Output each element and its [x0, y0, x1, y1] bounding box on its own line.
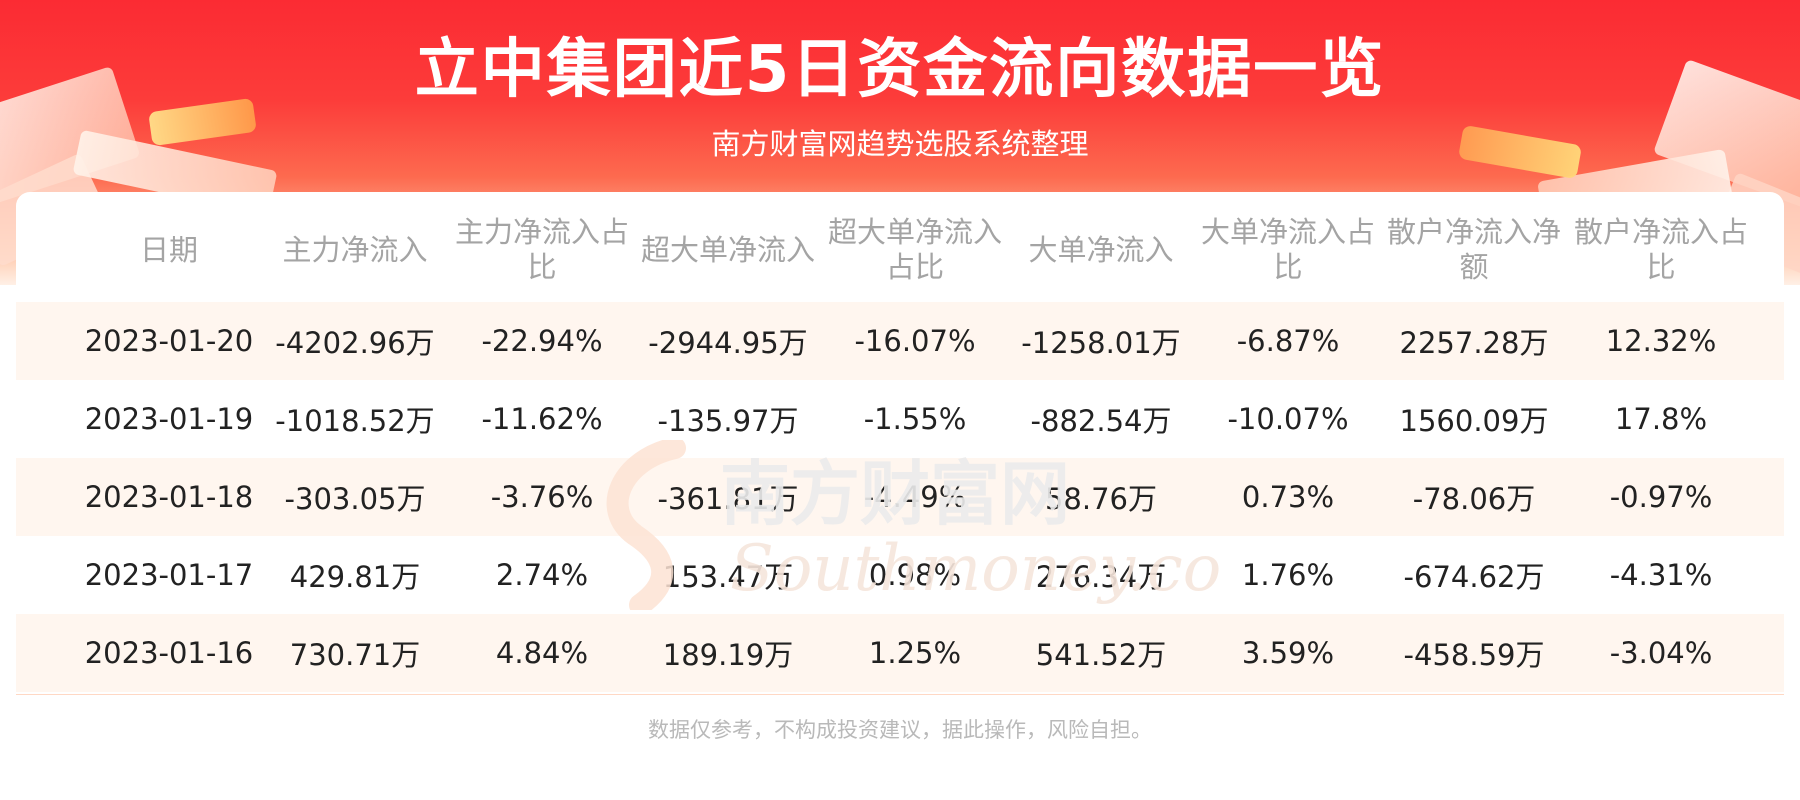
table-cell: 58.76万 [1044, 482, 1158, 516]
table-cell: -22.94% [481, 324, 603, 358]
table-cell: -303.05万 [284, 482, 426, 516]
table-cell: 3.59% [1241, 636, 1335, 670]
table-cell: -674.62万 [1403, 560, 1545, 594]
table-cell: 2023-01-19 [84, 402, 254, 436]
column-header-retail-ratio: 散户净流入占比 [1573, 215, 1748, 284]
column-header-main-ratio: 主力净流入占比 [454, 215, 629, 284]
table-cell: 429.81万 [289, 560, 421, 594]
table-cell: -4.49% [863, 480, 967, 514]
table-cell: 2023-01-16 [84, 636, 254, 670]
column-header-large-inflow: 大单净流入 [1028, 232, 1174, 267]
table-header: 日期 主力净流入 主力净流入占比 超大单净流入 超大单净流入占比 大单净流入 大… [16, 192, 1784, 302]
table-cell: -10.07% [1227, 402, 1349, 436]
table-cell: -3.76% [490, 480, 594, 514]
table-cell: 730.71万 [289, 638, 421, 672]
page-subtitle: 南方财富网趋势选股系统整理 [711, 127, 1089, 161]
table-cell: 153.47万 [662, 560, 794, 594]
table-cell: -0.97% [1609, 480, 1713, 514]
table-cell: 1560.09万 [1399, 404, 1549, 438]
column-header-xl-inflow: 超大单净流入 [640, 232, 815, 267]
table-cell: -11.62% [481, 402, 603, 436]
table-cell: -361.81万 [657, 482, 799, 516]
table-cell: -3.04% [1609, 636, 1713, 670]
table-cell: 0.98% [868, 558, 962, 592]
table-cell: 2023-01-17 [84, 558, 254, 592]
table-cell: -135.97万 [657, 404, 799, 438]
column-header-retail-inflow: 散户净流入净额 [1386, 215, 1561, 284]
table-row: 2023-01-19 -1018.52万 -11.62% -135.97万 -1… [16, 380, 1784, 458]
column-header-xl-ratio: 超大单净流入占比 [827, 215, 1002, 284]
table-cell: -882.54万 [1030, 404, 1172, 438]
column-header-large-ratio: 大单净流入占比 [1200, 215, 1375, 284]
table-cell: 1.76% [1241, 558, 1335, 592]
table-cell: 2257.28万 [1399, 326, 1549, 360]
table-cell: -16.07% [854, 324, 976, 358]
table-cell: -4.31% [1609, 558, 1713, 592]
page-title: 立中集团近5日资金流向数据一览 [414, 33, 1386, 107]
column-header-main-inflow: 主力净流入 [282, 232, 428, 267]
table-cell: -1258.01万 [1021, 326, 1181, 360]
table-row: 2023-01-17 429.81万 2.74% 153.47万 0.98% 2… [16, 536, 1784, 614]
table-cell: -1018.52万 [275, 404, 435, 438]
table-cell: -1.55% [863, 402, 967, 436]
table-cell: 541.52万 [1035, 638, 1167, 672]
data-table-card: 日期 主力净流入 主力净流入占比 超大单净流入 超大单净流入占比 大单净流入 大… [16, 192, 1784, 695]
column-header-date: 日期 [139, 232, 198, 267]
table-cell: 0.73% [1241, 480, 1335, 514]
table-cell: 2023-01-18 [84, 480, 254, 514]
table-row: 2023-01-18 -303.05万 -3.76% -361.81万 -4.4… [16, 458, 1784, 536]
table-cell: -6.87% [1236, 324, 1340, 358]
table-cell: -458.59万 [1403, 638, 1545, 672]
table-cell: 2.74% [495, 558, 589, 592]
table-cell: 4.84% [495, 636, 589, 670]
table-cell: 12.32% [1605, 324, 1717, 358]
table-cell: 189.19万 [662, 638, 794, 672]
table-cell: -78.06万 [1412, 482, 1536, 516]
table-cell: -2944.95万 [648, 326, 808, 360]
table-cell: 276.34万 [1035, 560, 1167, 594]
table-cell: 17.8% [1614, 402, 1708, 436]
table-row: 2023-01-16 730.71万 4.84% 189.19万 1.25% 5… [16, 614, 1784, 692]
table-cell: 1.25% [868, 636, 962, 670]
table-row: 2023-01-20 -4202.96万 -22.94% -2944.95万 -… [16, 302, 1784, 380]
disclaimer-text: 数据仅参考，不构成投资建议，据此操作，风险自担。 [648, 718, 1152, 742]
table-cell: 2023-01-20 [84, 324, 254, 358]
table-cell: -4202.96万 [275, 326, 435, 360]
